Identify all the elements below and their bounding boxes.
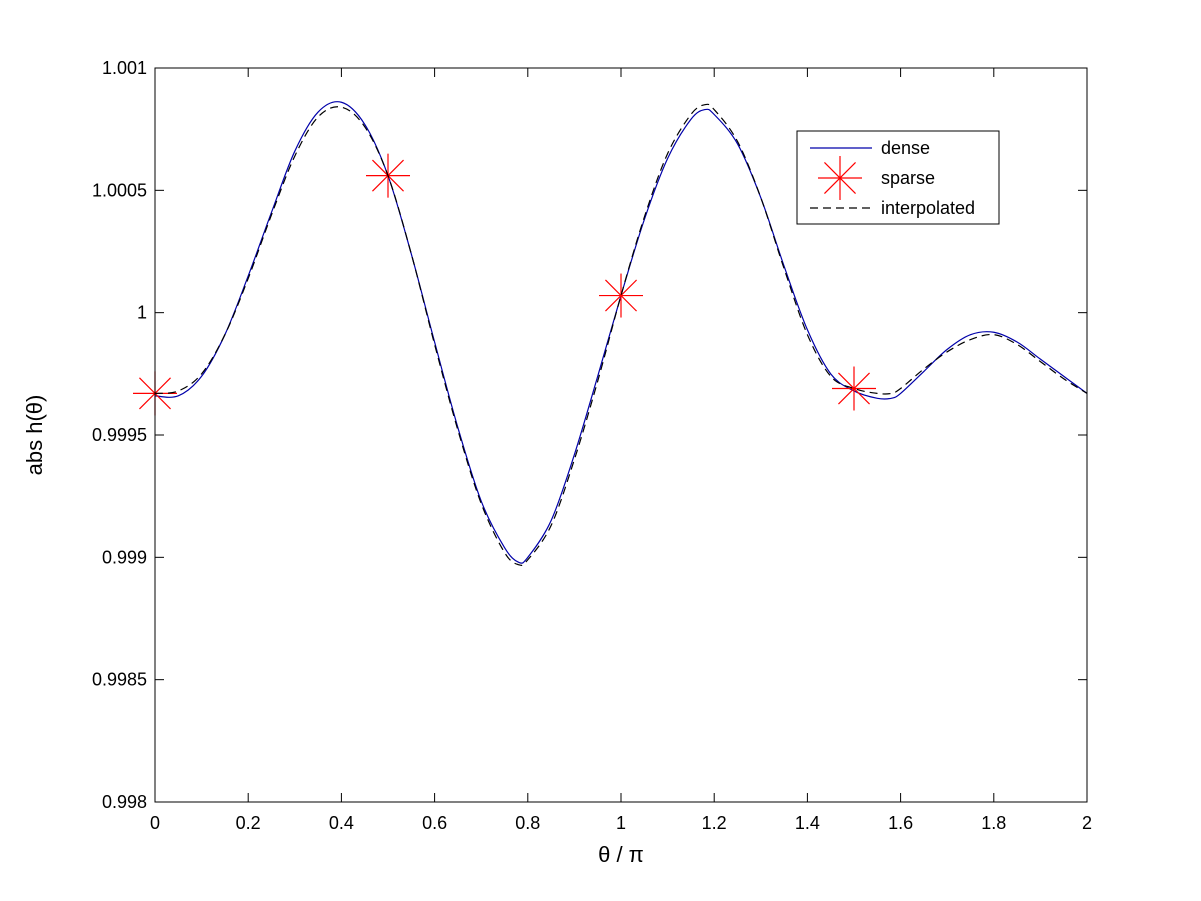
- legend-dense-label: dense: [881, 138, 930, 158]
- y-tick-label: 0.9985: [92, 670, 147, 690]
- x-axis-label: θ / π: [598, 842, 644, 867]
- ticks-layer: 0 0.2 0.4 0.6 0.8 1 1.2 1.4 1.6 1.8 2 0.998 0.9985 0.…: [92, 58, 1092, 833]
- x-tick-label: 0.2: [236, 813, 261, 833]
- series-layer: [133, 101, 1088, 566]
- x-tick-label: 1.6: [888, 813, 913, 833]
- legend-sparse-swatch: [818, 156, 862, 200]
- x-tick-label: 1.2: [702, 813, 727, 833]
- x-tick-label: 0.6: [422, 813, 447, 833]
- legend-items: dense sparse interpolated: [810, 138, 975, 218]
- x-tick-label: 1.4: [795, 813, 820, 833]
- y-tick-label: 1.001: [102, 58, 147, 78]
- y-tick-label: 0.998: [102, 792, 147, 812]
- x-tick-label: 0.4: [329, 813, 354, 833]
- x-tick-label: 2: [1082, 813, 1092, 833]
- y-tick-label: 1.0005: [92, 180, 147, 200]
- plot-frame: [154, 67, 1088, 803]
- asterisk-stroke: [824, 162, 856, 194]
- legend-sparse-label: sparse: [881, 168, 935, 188]
- legend-interpolated-label: interpolated: [881, 198, 975, 218]
- asterisk-stroke: [838, 372, 870, 405]
- series-sparse-point: [832, 366, 876, 411]
- series-interpolated-line: [154, 103, 1088, 566]
- asterisk-stroke: [605, 279, 637, 312]
- series-sparse-point: [599, 273, 643, 318]
- x-tick-label: 0.8: [515, 813, 540, 833]
- x-tick-label: 1: [616, 813, 626, 833]
- y-axis-label: abs h(θ): [22, 395, 47, 476]
- legend: dense sparse interpolated: [796, 130, 1000, 225]
- x-tick-label: 0: [150, 813, 160, 833]
- x-tick-label: 1.8: [981, 813, 1006, 833]
- y-tick-label: 0.9995: [92, 425, 147, 445]
- y-tick-label: 1: [137, 303, 147, 323]
- y-tick-label: 0.999: [102, 547, 147, 567]
